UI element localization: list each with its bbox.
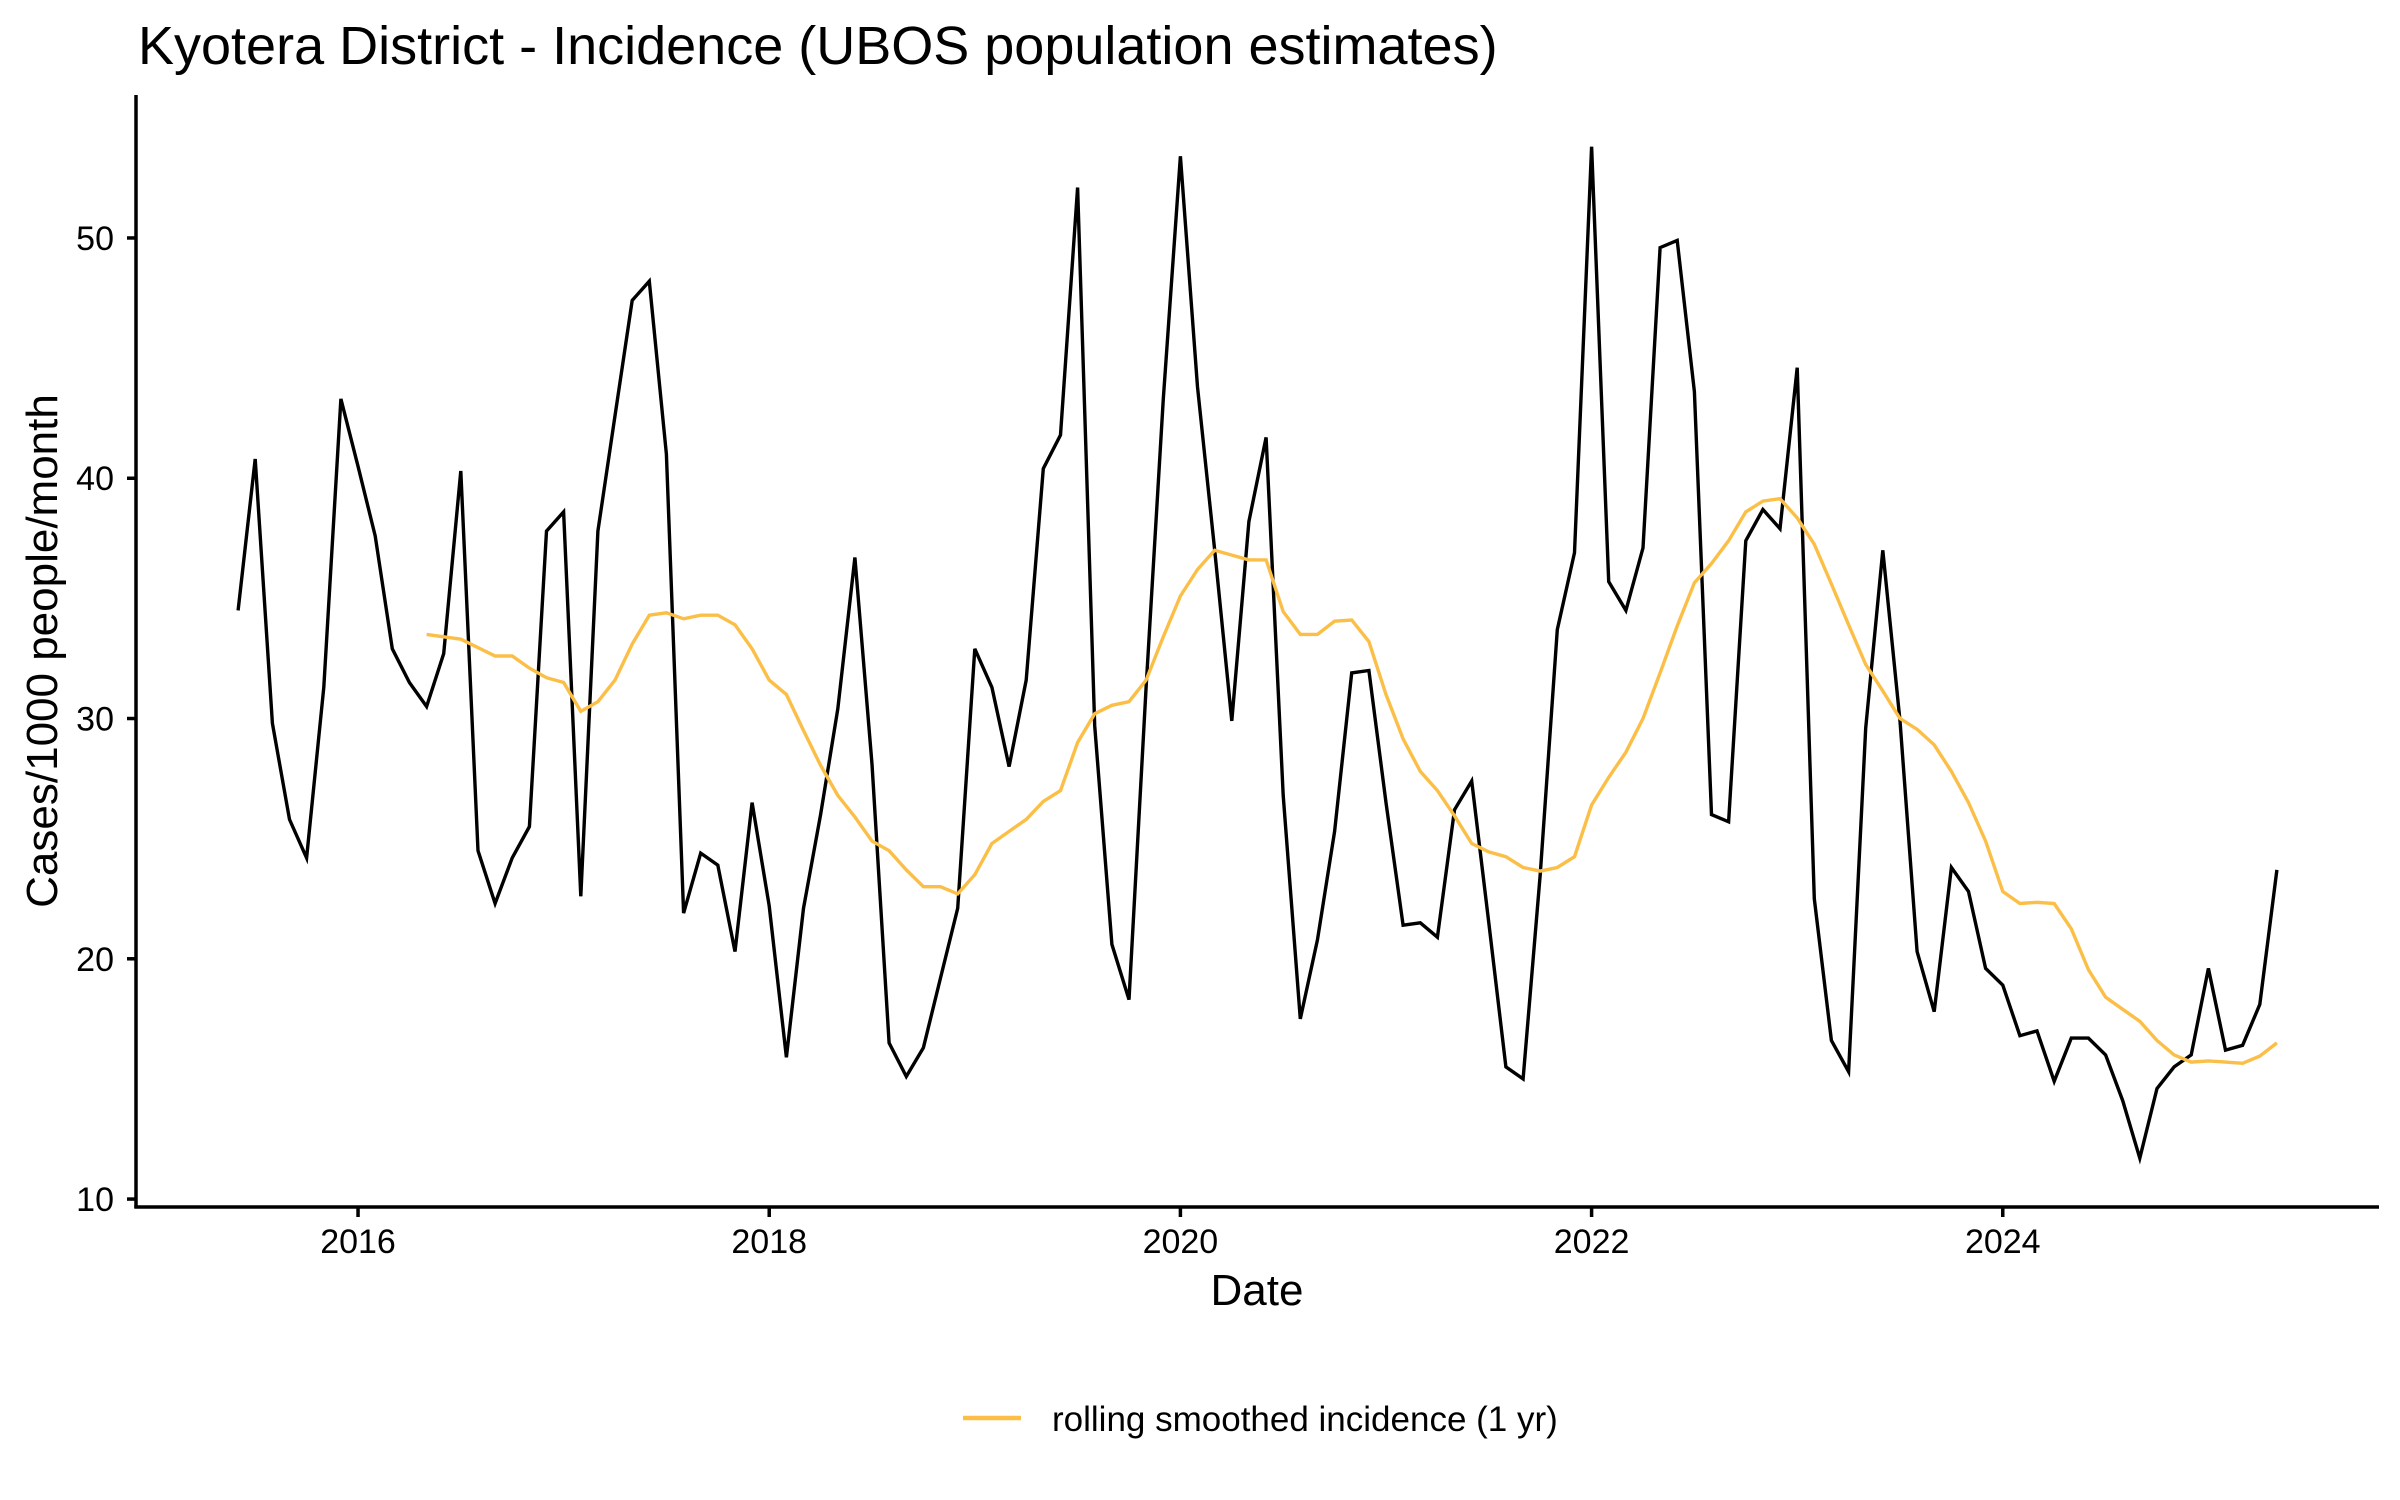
y-axis-ticks: 10 20 30 40 50 <box>76 220 136 1219</box>
x-axis-ticks: 2016 2018 2020 2022 2024 <box>320 1207 2041 1261</box>
incidence-line <box>236 146 2279 1165</box>
series-incidence <box>236 146 2279 1165</box>
y-tick-label: 40 <box>76 460 114 498</box>
y-tick-label: 30 <box>76 701 114 739</box>
series-smoothed <box>426 496 2278 1066</box>
y-axis-title: Cases/1000 people/month <box>18 394 67 908</box>
x-tick-label: 2018 <box>731 1223 807 1261</box>
legend-label: rolling smoothed incidence (1 yr) <box>1052 1400 1558 1439</box>
x-tick-label: 2022 <box>1554 1223 1630 1261</box>
smoothed-incidence-line <box>426 496 2278 1066</box>
x-tick-label: 2024 <box>1965 1223 2041 1261</box>
legend: rolling smoothed incidence (1 yr) <box>963 1400 1558 1439</box>
x-axis-title: Date <box>1211 1266 1304 1315</box>
y-tick-label: 50 <box>76 220 114 258</box>
chart-title: Kyotera District - Incidence (UBOS popul… <box>138 16 1498 76</box>
y-tick-label: 10 <box>76 1181 114 1219</box>
x-tick-label: 2016 <box>320 1223 396 1261</box>
x-tick-label: 2020 <box>1143 1223 1219 1261</box>
y-tick-label: 20 <box>76 941 114 979</box>
series-layer <box>236 146 2279 1165</box>
